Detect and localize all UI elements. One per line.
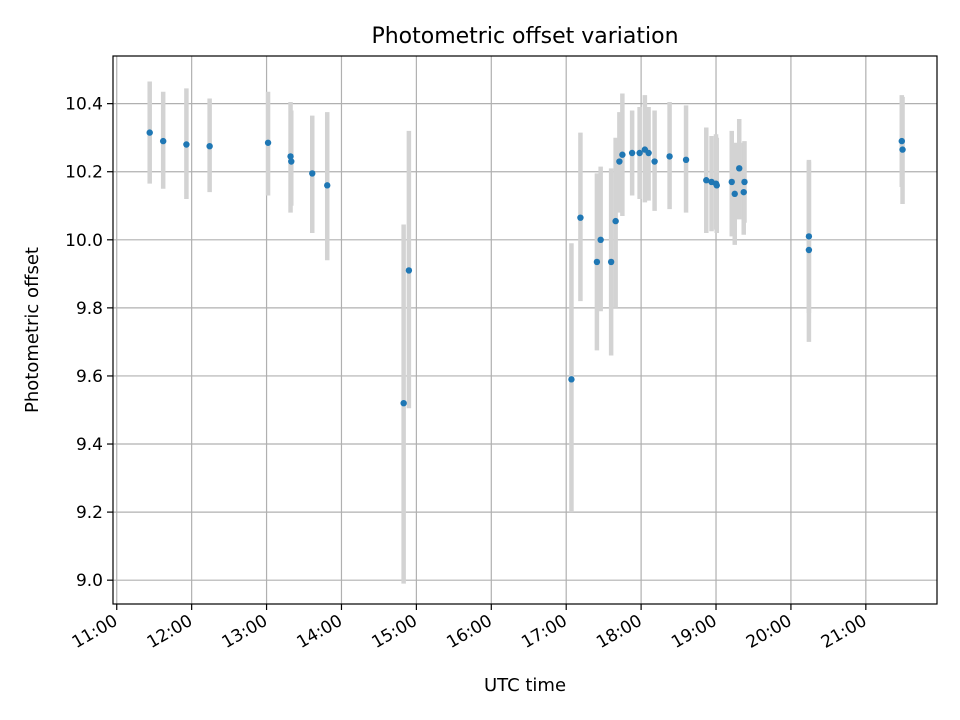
y-tick-label: 9.6 bbox=[76, 367, 103, 387]
data-point bbox=[899, 146, 906, 153]
data-point bbox=[206, 142, 213, 150]
data-point bbox=[619, 151, 626, 158]
data-point bbox=[645, 149, 652, 157]
y-tick-label: 10.0 bbox=[65, 231, 103, 251]
y-tick-label: 9.2 bbox=[76, 503, 103, 523]
data-point bbox=[612, 217, 619, 225]
data-point bbox=[728, 178, 735, 186]
data-point bbox=[805, 246, 813, 254]
data-point bbox=[607, 258, 615, 266]
data-point bbox=[636, 149, 643, 157]
data-point bbox=[577, 214, 584, 221]
data-point bbox=[288, 158, 295, 165]
data-point bbox=[703, 177, 710, 184]
data-point bbox=[593, 258, 601, 266]
chart-title: Photometric offset variation bbox=[371, 24, 678, 49]
data-point bbox=[651, 158, 658, 165]
y-tick-label: 9.4 bbox=[76, 435, 103, 455]
data-point bbox=[324, 182, 331, 189]
data-point bbox=[400, 399, 407, 407]
data-point bbox=[183, 141, 190, 148]
data-point bbox=[287, 153, 294, 160]
data-point bbox=[146, 129, 153, 136]
data-point bbox=[731, 190, 738, 198]
y-axis-label: Photometric offset bbox=[22, 247, 43, 413]
y-tick-label: 10.4 bbox=[65, 95, 103, 115]
data-point bbox=[568, 376, 575, 383]
data-points bbox=[146, 129, 906, 407]
data-point bbox=[805, 233, 813, 240]
y-tick-label: 9.0 bbox=[76, 571, 103, 591]
data-point bbox=[740, 188, 747, 196]
x-axis-label: UTC time bbox=[484, 675, 566, 696]
data-point bbox=[159, 137, 167, 145]
data-point bbox=[264, 139, 272, 146]
y-tick-label: 10.2 bbox=[65, 163, 103, 183]
y-tick-label: 9.8 bbox=[76, 299, 103, 319]
data-point bbox=[898, 137, 905, 145]
data-point bbox=[741, 178, 748, 186]
y-axis: 9.0 9.2 9.4 9.6 9.8 10.0 10.2 10.4 bbox=[65, 95, 113, 591]
grid bbox=[113, 56, 937, 604]
data-point bbox=[597, 236, 604, 244]
data-point bbox=[682, 156, 690, 164]
data-point bbox=[713, 182, 720, 189]
data-point bbox=[309, 170, 316, 177]
data-point bbox=[616, 158, 623, 165]
plot-frame bbox=[112, 55, 938, 605]
data-point bbox=[666, 153, 673, 160]
data-point bbox=[405, 267, 413, 274]
data-point bbox=[736, 165, 743, 172]
data-point bbox=[628, 149, 636, 157]
